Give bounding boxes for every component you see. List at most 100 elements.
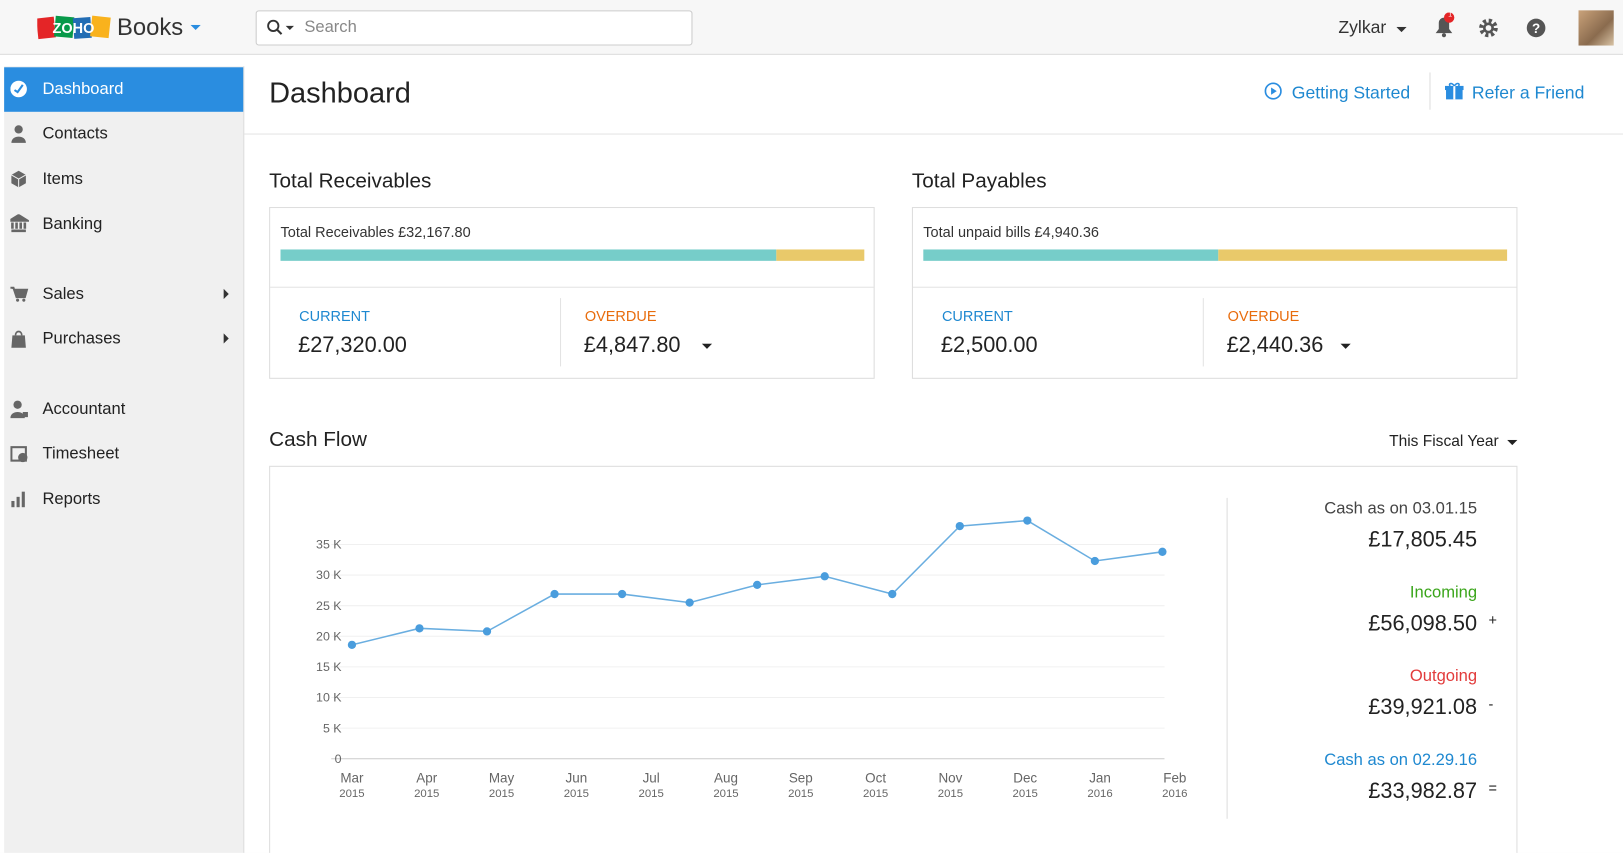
nav-label: Items [42, 170, 83, 189]
nav-icon [11, 170, 27, 188]
x-tick-label: Sep 2015 [788, 771, 813, 800]
top-bar: ZOHO Books Search Zylkar 1 ? [0, 0, 1623, 55]
progress-segment [776, 249, 865, 261]
x-tick-label: Nov 2015 [938, 771, 963, 800]
x-tick-label: Oct 2015 [863, 771, 888, 800]
refer-link[interactable]: Refer a Friend [1471, 82, 1585, 103]
divider [559, 298, 562, 367]
svg-text:ZOHO: ZOHO [53, 21, 95, 37]
stat-value: £33,982.87 [1368, 779, 1478, 804]
x-tick-label: Mar 2015 [339, 771, 364, 800]
nav-item[interactable]: Timesheet [4, 432, 243, 477]
overdue-amount: £4,847.80 [583, 333, 681, 358]
point[interactable] [550, 589, 559, 599]
sidebar: Dashboard Contacts Items Banking Sales Purcha… [4, 66, 245, 853]
summary-text: Total unpaid bills £4,940.36 [923, 223, 1099, 241]
nav-item[interactable]: Accountant [4, 387, 243, 432]
brand-caret[interactable] [190, 24, 201, 31]
divider [912, 286, 1517, 288]
stat-value: £56,098.50 [1368, 611, 1478, 636]
overdue-label: OVERDUE [584, 307, 657, 324]
progress-segment [923, 249, 1219, 261]
stat-value: £39,921.08 [1368, 695, 1478, 720]
nav-item[interactable]: Contacts [4, 112, 243, 157]
point[interactable] [820, 572, 829, 581]
point[interactable] [617, 589, 627, 599]
page-header: Dashboard Getting Started Refer a Friend [244, 54, 1623, 135]
nav-label: Contacts [42, 125, 108, 143]
submenu-arrow [223, 288, 229, 300]
notification-count: 1 [1448, 11, 1453, 19]
settings-icon[interactable] [1478, 18, 1499, 39]
cash-flow-title: Cash Flow [269, 428, 367, 452]
period-caret [1507, 439, 1518, 446]
section-title: Total Payables [911, 169, 1047, 193]
user-menu[interactable]: Zylkar [1338, 17, 1387, 38]
current-amount: £27,320.00 [298, 333, 407, 358]
bell-icon[interactable] [1433, 12, 1456, 39]
gift-icon [1444, 82, 1464, 100]
point[interactable] [1090, 556, 1100, 566]
point[interactable] [1023, 516, 1032, 525]
nav-label: Sales [42, 285, 84, 304]
progress-segment [280, 249, 777, 261]
cash-flow-chart: 0 5 K 10 K 15 K 20 K 25 K 30 K 35 K Mar 2015 Apr 20… [316, 516, 1187, 800]
x-tick-label: Jun 2015 [564, 771, 589, 800]
search-icon [267, 19, 294, 35]
y-tick-label: 30 K [316, 568, 342, 582]
current-label: CURRENT [941, 307, 1013, 324]
amount-caret[interactable] [701, 343, 713, 350]
nav-label: Purchases [42, 330, 121, 348]
period-select[interactable]: This Fiscal Year [1389, 432, 1499, 451]
stat-label: Incoming [1409, 583, 1478, 602]
point[interactable] [955, 521, 964, 531]
overdue-amount: £2,440.36 [1226, 333, 1324, 358]
user-caret [1396, 26, 1407, 33]
divider [270, 286, 874, 288]
x-tick-label: Aug 2015 [713, 771, 738, 800]
search-placeholder: Search [304, 18, 357, 37]
nav-icon [10, 286, 29, 302]
stat-label: Outgoing [1409, 667, 1478, 686]
x-tick-label: Jul 2015 [639, 771, 664, 800]
nav-item[interactable]: Dashboard [4, 67, 244, 112]
y-tick-label: 25 K [316, 599, 342, 613]
getting-started-link[interactable]: Getting Started [1291, 82, 1411, 103]
nav-item[interactable]: Items [4, 157, 243, 202]
nav-icon [11, 491, 25, 508]
progress-segment [1218, 249, 1508, 261]
point[interactable] [753, 580, 762, 590]
y-tick-label: 5 K [323, 721, 342, 735]
summary-card: Total Receivables £32,167.80 CURRENT £27,3… [269, 207, 875, 379]
nav-label: Dashboard [42, 80, 124, 99]
avatar[interactable] [1578, 10, 1614, 46]
point[interactable] [685, 598, 694, 607]
x-tick-label: Jan 2016 [1087, 771, 1112, 800]
point[interactable] [347, 640, 357, 650]
divider [1202, 298, 1204, 367]
search-box[interactable]: Search [255, 10, 693, 46]
stat-sign: + [1488, 611, 1497, 629]
page-title: Dashboard [269, 76, 411, 109]
nav-item[interactable]: Banking [4, 202, 243, 247]
y-tick-label: 35 K [316, 538, 342, 552]
y-tick-label: 20 K [316, 629, 342, 643]
nav-icon [10, 400, 28, 419]
nav-item[interactable]: Reports [4, 477, 243, 522]
current-label: CURRENT [299, 307, 370, 324]
amount-caret[interactable] [1340, 343, 1351, 350]
point[interactable] [415, 624, 424, 633]
stat-sign: - [1488, 695, 1494, 713]
svg-text:?: ? [1532, 21, 1540, 36]
point[interactable] [482, 627, 492, 636]
current-amount: £2,500.00 [940, 333, 1038, 358]
play-icon [1264, 82, 1282, 100]
nav-icon [11, 330, 26, 348]
point[interactable] [888, 589, 897, 599]
nav-icon [10, 80, 27, 98]
help-icon[interactable]: ? [1526, 18, 1547, 39]
point[interactable] [1158, 547, 1167, 556]
nav-item[interactable]: Purchases [4, 317, 243, 362]
nav-item[interactable]: Sales [4, 272, 243, 317]
